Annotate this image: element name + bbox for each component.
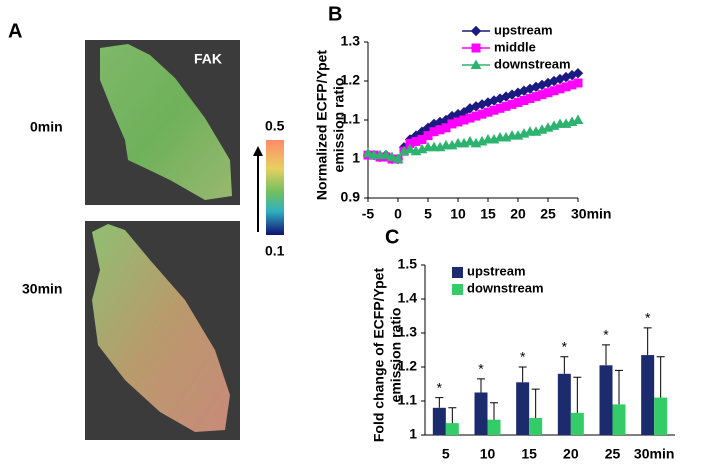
bar [529,418,543,435]
error-bar [560,356,569,374]
y-tick-label: 1.1 [398,392,418,408]
x-tick-label: 15 [480,206,496,222]
marker [404,143,416,154]
panel-label: C [385,226,399,248]
marker [572,67,584,79]
y-tick-label: 1.3 [398,324,418,340]
y-axis-label: emission ratio [331,78,347,173]
significance: * [437,379,443,395]
panel-label: B [328,3,342,25]
significance: * [562,339,568,355]
colorbar [266,140,284,235]
bar [570,412,584,435]
x-tick-label: 25 [540,206,556,222]
cell [100,44,232,200]
legend-marker [471,43,481,53]
legend-swatch [452,284,463,295]
legend-label: upstream [494,22,553,37]
error-bar [531,388,540,418]
bar [445,423,459,435]
error-bar [490,402,498,420]
stain-label: FAK [194,51,222,67]
y-axis-label: emission ratio [388,308,404,403]
y-tick-label: 0.9 [341,189,361,205]
y-tick-label: 1.3 [341,33,361,49]
marker [362,147,374,158]
bar [516,382,530,435]
x-tick-label: 20 [510,206,526,222]
error-bar [643,327,652,356]
significance: * [520,349,526,365]
error-bar [518,366,527,383]
y-tick-label: 1.2 [341,72,361,88]
legend-label: middle [494,39,536,54]
y-tick-label: 1.4 [398,290,418,306]
x-tick-label: 25 [605,446,621,462]
cell [92,224,230,432]
error-bar [602,344,610,366]
legend-label: downstream [494,56,571,71]
bar [612,404,626,435]
error-bar [656,356,665,398]
x-tick-label: 30min [571,206,611,222]
x-tick-label: 5 [442,446,450,462]
error-bar [477,378,485,393]
y-axis-label: Fold change of ECFP/Ypet [371,268,387,443]
x-tick-label: 10 [450,206,466,222]
error-bar [435,397,444,408]
colorbar-max: 0.5 [265,118,285,134]
marker [464,135,476,146]
y-tick-label: 1.1 [341,111,361,127]
bar [654,397,668,435]
x-tick-label: 0 [394,206,402,222]
legend-marker [470,25,482,37]
legend-label: downstream [467,280,544,295]
x-tick-label: 5 [424,206,432,222]
y-axis-label: Normalized ECFP/Ypet [314,50,330,200]
marker [573,78,583,88]
x-tick-label: 30min [634,446,674,462]
y-tick-label: 1 [352,150,360,166]
bar [557,373,571,435]
time-label: 0min [30,119,63,135]
time-label: 30min [22,281,62,297]
bar [432,407,446,435]
x-tick-label: 10 [480,446,496,462]
bar [641,355,655,435]
significance: * [478,361,484,377]
marker [572,114,584,124]
error-bar [448,407,457,424]
x-tick-label: 20 [563,446,579,462]
marker [380,149,392,160]
bar [487,419,501,435]
marker [392,153,404,163]
error-bar [573,376,582,413]
x-tick-label: 15 [521,446,537,462]
arrowhead [253,146,263,156]
panel-label: A [8,20,22,42]
colorbar-min: 0.1 [265,243,285,259]
marker [386,151,398,162]
x-tick-label: -5 [362,206,375,222]
bar [599,365,613,435]
bar [474,392,488,435]
error-bar [615,369,623,405]
significance: * [603,327,609,343]
significance: * [645,310,651,326]
legend-label: upstream [467,263,526,278]
legend-swatch [452,267,463,278]
y-tick-label: 1 [409,426,417,442]
legend-marker [470,59,482,69]
y-tick-label: 1.5 [398,256,418,272]
y-tick-label: 1.2 [398,358,418,374]
